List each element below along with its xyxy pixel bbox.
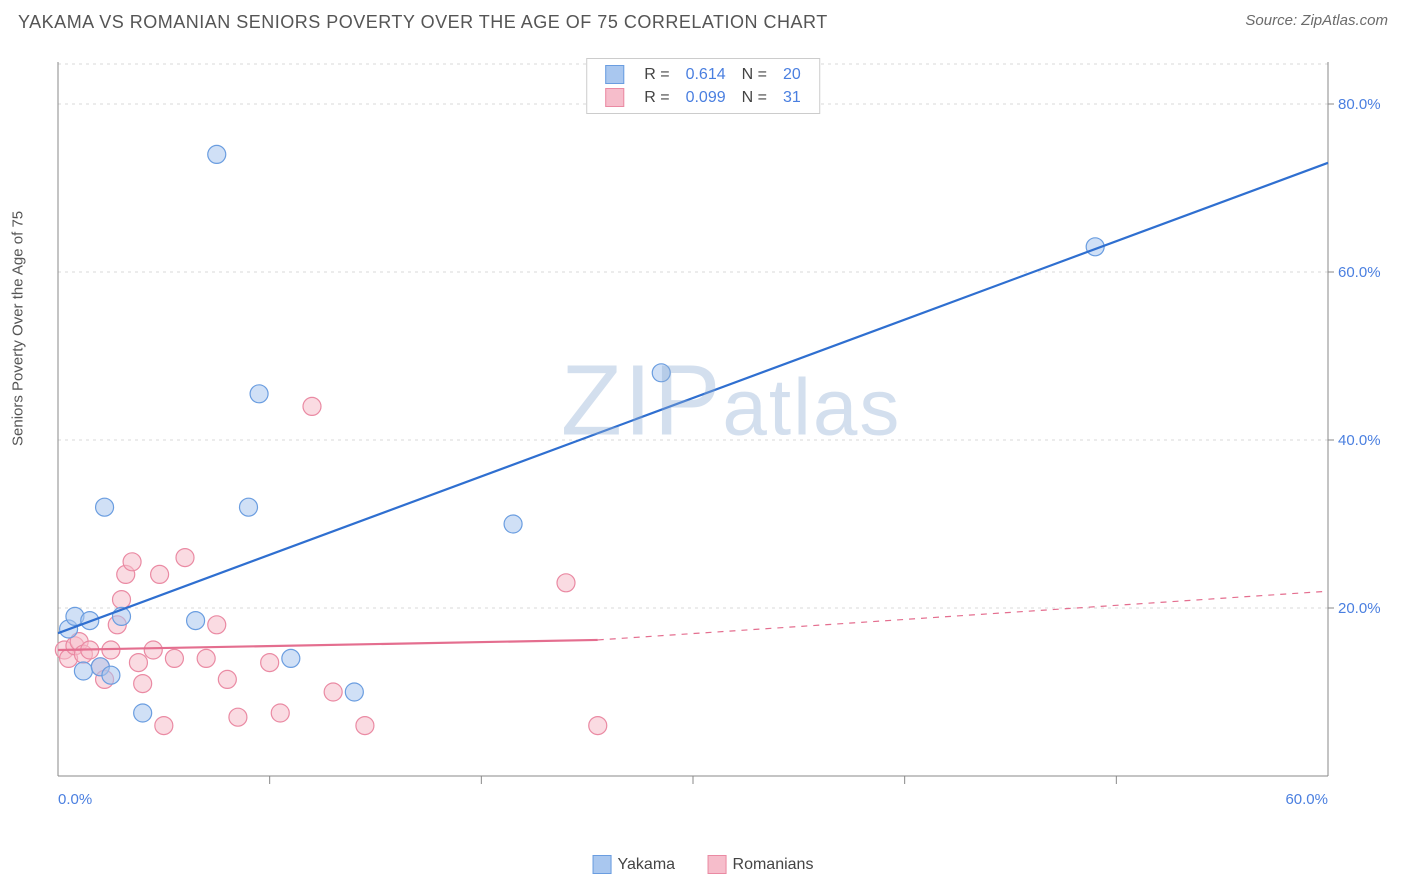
svg-text:40.0%: 40.0% xyxy=(1338,432,1381,449)
svg-text:60.0%: 60.0% xyxy=(1338,264,1381,281)
swatch-yakama-icon xyxy=(605,65,624,84)
source-name: ZipAtlas.com xyxy=(1301,12,1388,29)
source-attribution: Source: ZipAtlas.com xyxy=(1245,12,1388,29)
legend-series: Yakama Romanians xyxy=(579,855,828,874)
y-axis-label: Seniors Poverty Over the Age of 75 xyxy=(10,211,27,446)
swatch-romanians-icon xyxy=(605,88,624,107)
n-label: N = xyxy=(734,86,775,109)
svg-text:80.0%: 80.0% xyxy=(1338,96,1381,113)
chart-title: YAKAMA VS ROMANIAN SENIORS POVERTY OVER … xyxy=(18,12,828,32)
header: YAKAMA VS ROMANIAN SENIORS POVERTY OVER … xyxy=(18,12,1388,40)
legend-label: Romanians xyxy=(733,856,814,873)
r-label: R = xyxy=(636,63,677,86)
n-value: 20 xyxy=(775,63,809,86)
n-value: 31 xyxy=(775,86,809,109)
legend-correlation-box: R = 0.614 N = 20 R = 0.099 N = 31 xyxy=(586,58,820,114)
swatch-yakama-icon xyxy=(593,855,612,874)
svg-text:20.0%: 20.0% xyxy=(1338,600,1381,617)
legend-row-romanians: R = 0.099 N = 31 xyxy=(597,86,809,109)
n-label: N = xyxy=(734,63,775,86)
legend-label: Yakama xyxy=(618,856,676,873)
scatter-plot-svg: 0.0% 60.0% 20.0% 40.0% 60.0% 80.0% xyxy=(48,54,1388,834)
legend-item-yakama: Yakama xyxy=(593,856,680,873)
source-prefix: Source: xyxy=(1245,12,1301,29)
r-label: R = xyxy=(636,86,677,109)
r-value: 0.099 xyxy=(678,86,734,109)
swatch-romanians-icon xyxy=(708,855,727,874)
legend-row-yakama: R = 0.614 N = 20 xyxy=(597,63,809,86)
plot-area: 0.0% 60.0% 20.0% 40.0% 60.0% 80.0% xyxy=(48,54,1388,834)
r-value: 0.614 xyxy=(678,63,734,86)
svg-text:60.0%: 60.0% xyxy=(1285,791,1328,808)
legend-item-romanians: Romanians xyxy=(708,856,814,873)
svg-text:0.0%: 0.0% xyxy=(58,791,92,808)
